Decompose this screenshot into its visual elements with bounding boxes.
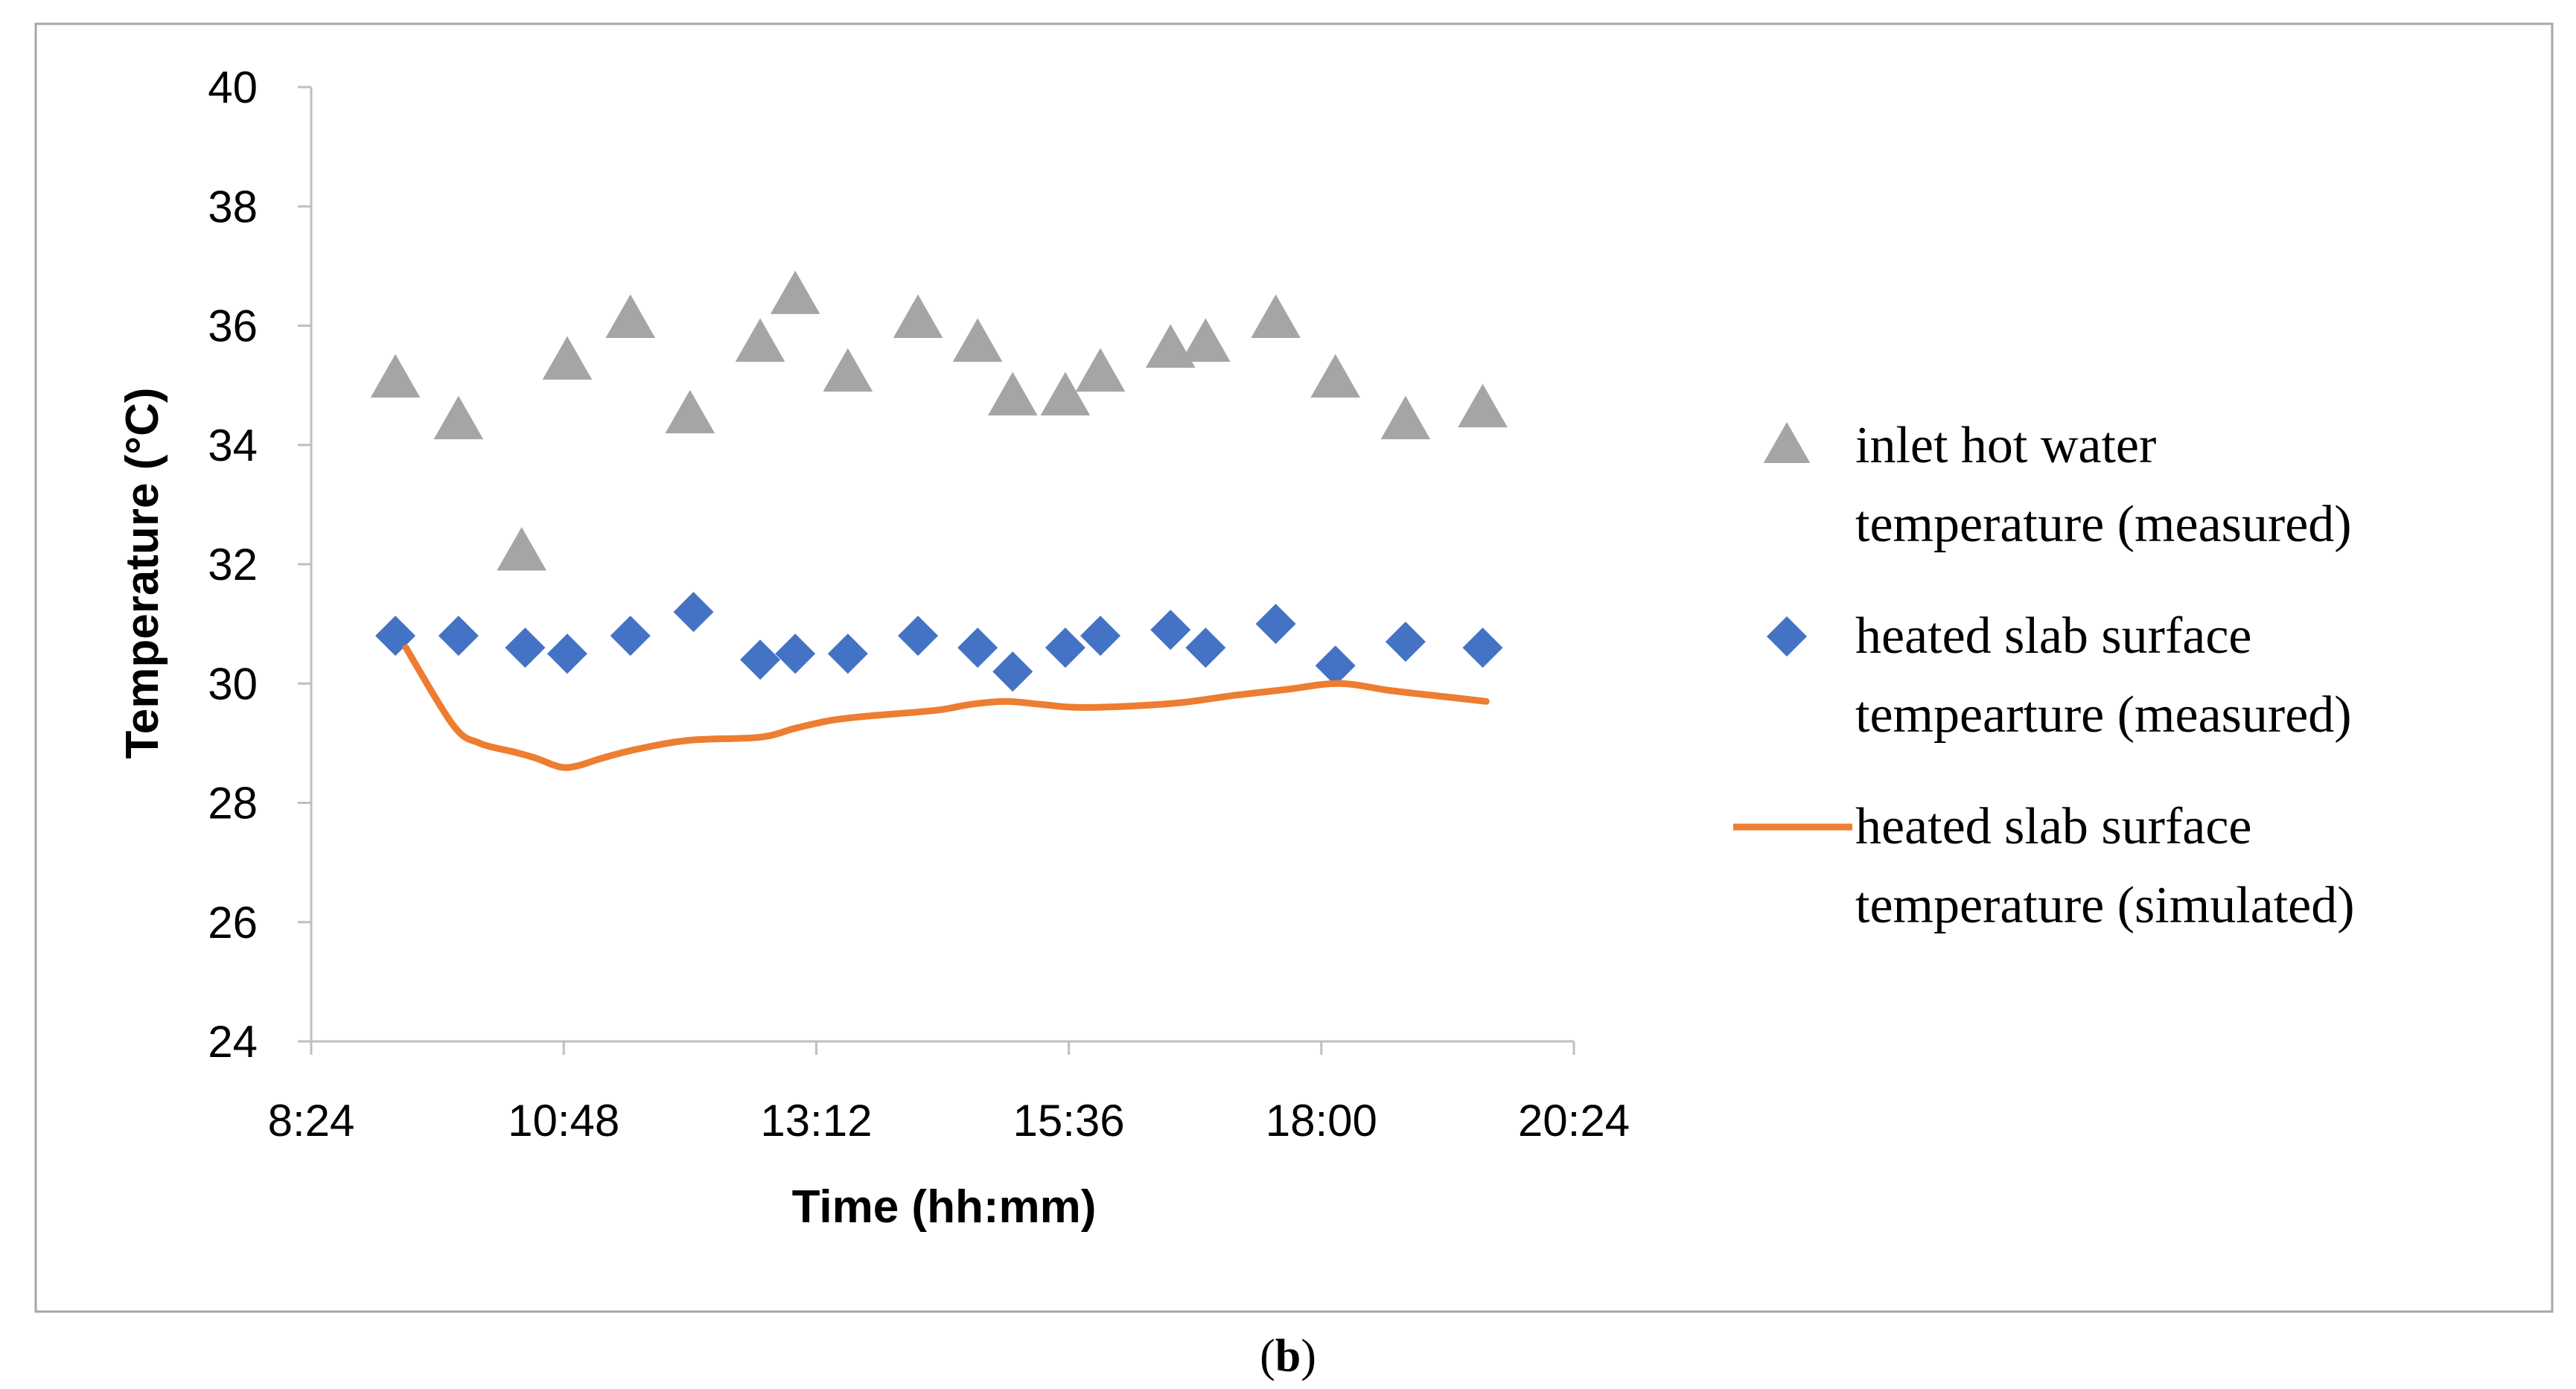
slab-surface-measured-point [610,616,651,657]
slab-surface-measured-point [1385,622,1426,662]
inlet-water-point [735,318,785,363]
inlet-water-point [497,526,546,571]
slab-surface-measured-point [1462,628,1503,668]
plot-area [370,270,1508,771]
y-tick-label: 26 [208,898,258,948]
slab-surface-measured-point [546,633,587,674]
y-tick-label: 34 [208,421,258,470]
slab-surface-measured-point [1080,616,1120,657]
inlet-water-point [952,318,1003,363]
x-tick-label: 18:00 [1266,1096,1377,1146]
simulated-line [402,644,1490,771]
legend-label: heated slab surface [1855,798,2252,855]
y-tick-label: 36 [208,301,258,351]
slab-surface-measured-point [898,616,939,657]
legend-label: inlet hot water [1855,417,2156,474]
inlet-water-point [370,354,421,398]
slab-surface-measured-point [1045,628,1085,668]
chart-frame [34,22,2554,1313]
inlet-water-point [1310,354,1360,398]
y-tick-label: 38 [208,182,258,232]
inlet-water-point [605,294,656,338]
y-tick-label: 40 [208,63,258,112]
inlet-water-point [893,294,943,338]
inlet-water-point [1458,383,1508,428]
slab-surface-measured-point [1255,604,1296,645]
legend: inlet hot water temperature (measured) hea… [1733,417,2355,934]
slab-surface-measured-point [827,633,868,674]
inlet-water-point [1040,371,1091,416]
slab-surface-measured-point [775,633,816,674]
slab-surface-measured-point [438,616,479,657]
slab-surface-measured-point [1315,645,1356,686]
inlet-water-point [1380,395,1431,440]
slab-surface-measured-point [505,628,546,668]
inlet-water-point [665,389,715,434]
legend-label: temperature (measured) [1855,496,2352,553]
x-tick-label: 15:36 [1013,1096,1125,1146]
legend-label: heated slab surface [1855,607,2252,665]
inlet-water-point [987,371,1038,416]
x-tick-label: 13:12 [760,1096,872,1146]
figure-caption: (b) [1260,1331,1316,1382]
legend-diamond-icon [1767,616,1807,657]
x-axis-title: Time (hh:mm) [792,1181,1097,1233]
inlet-water-point [433,395,484,440]
slab-surface-measured-point [740,639,781,680]
inlet-water-point [1251,294,1301,338]
slab-surface-measured-point [1185,628,1226,668]
inlet-water-point [1181,318,1231,363]
y-tick-label: 28 [208,779,258,828]
y-axis-title: Temperature (°C) [117,387,168,759]
x-tick-label: 8:24 [268,1096,355,1146]
x-tick-label: 20:24 [1518,1096,1630,1146]
y-tick-label: 30 [208,659,258,709]
inlet-water-point [542,336,593,380]
slab-surface-measured-point [957,628,998,668]
inlet-water-point [1075,348,1126,392]
axes: 24 26 28 30 32 34 36 38 40 8:24 10:48 13:12 15:36 18:… [208,63,1630,1146]
inlet-water-point [1145,324,1196,368]
inlet-water-point [770,270,820,314]
legend-triangle-icon [1763,422,1811,464]
inlet-water-point [823,348,873,392]
slab-surface-measured-point [992,651,1033,692]
slab-surface-measured-point [1150,610,1191,651]
y-tick-label: 32 [208,540,258,590]
legend-label: temperature (simulated) [1855,877,2355,934]
y-tick-label: 24 [208,1017,258,1067]
slab-surface-measured-point [673,592,714,633]
x-tick-label: 10:48 [508,1096,619,1146]
legend-label: tempearture (measured) [1855,686,2352,744]
